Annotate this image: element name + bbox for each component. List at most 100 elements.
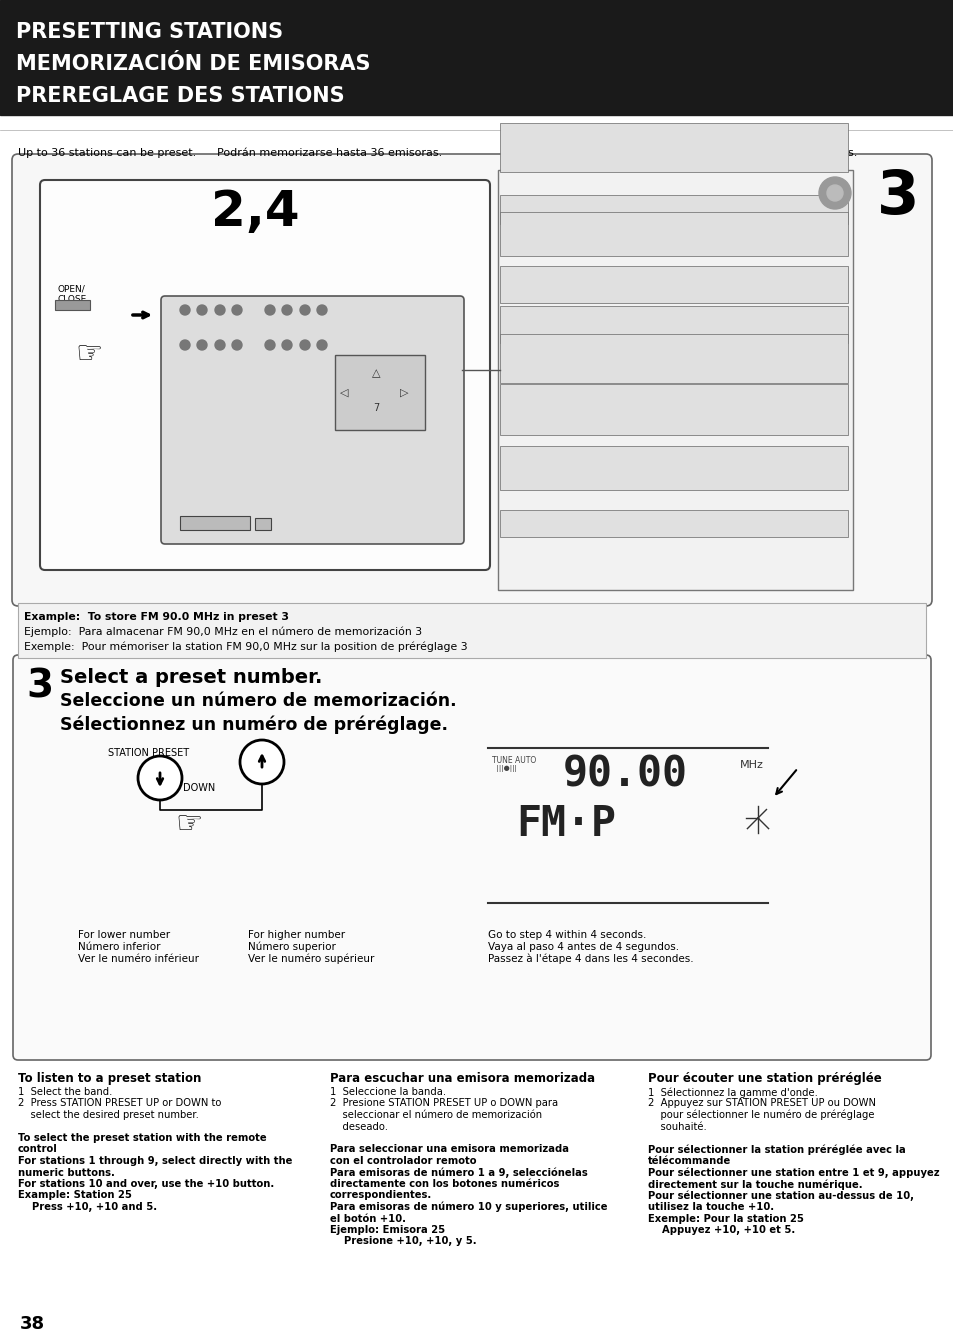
Text: Presione +10, +10, y 5.: Presione +10, +10, y 5. — [330, 1236, 476, 1247]
Text: souhaité.: souhaité. — [647, 1121, 706, 1132]
Text: Exemple: Pour la station 25: Exemple: Pour la station 25 — [647, 1214, 803, 1223]
Bar — [499, 195, 847, 224]
Text: 1  Seleccione la banda.: 1 Seleccione la banda. — [330, 1087, 446, 1097]
Text: con el controlador remoto: con el controlador remoto — [330, 1156, 476, 1165]
Text: Para emisoras de número 10 y superiores, utilice: Para emisoras de número 10 y superiores,… — [330, 1202, 607, 1212]
Circle shape — [316, 340, 327, 350]
Text: 3: 3 — [876, 168, 919, 227]
Text: Para seleccionar una emisora memorizada: Para seleccionar una emisora memorizada — [330, 1144, 568, 1155]
Text: 38: 38 — [20, 1315, 45, 1334]
Circle shape — [818, 178, 850, 210]
Text: Select a preset number.: Select a preset number. — [60, 668, 322, 688]
Text: utilisez la touche +10.: utilisez la touche +10. — [647, 1202, 773, 1212]
Text: Up to 36 stations can be preset.: Up to 36 stations can be preset. — [18, 148, 196, 158]
Text: For higher number: For higher number — [248, 930, 345, 940]
Text: Pour sélectionner une station au-dessus de 10,: Pour sélectionner une station au-dessus … — [647, 1191, 913, 1202]
Circle shape — [826, 186, 842, 202]
FancyBboxPatch shape — [40, 180, 490, 570]
Text: control: control — [18, 1144, 58, 1155]
Text: Para escuchar una emisora memorizada: Para escuchar una emisora memorizada — [330, 1072, 595, 1085]
Text: ☞: ☞ — [75, 340, 102, 368]
Circle shape — [282, 304, 292, 315]
Bar — [499, 306, 847, 343]
Text: 7: 7 — [373, 403, 378, 413]
Bar — [55, 300, 90, 310]
Text: Appuyez +10, +10 et 5.: Appuyez +10, +10 et 5. — [647, 1226, 795, 1235]
Text: FM·P: FM·P — [516, 802, 616, 845]
Bar — [499, 212, 847, 256]
Text: deseado.: deseado. — [330, 1121, 388, 1132]
Text: MHz: MHz — [740, 760, 763, 770]
Text: MEMORIZACIÓN DE EMISORAS: MEMORIZACIÓN DE EMISORAS — [16, 53, 370, 73]
Text: △: △ — [372, 368, 380, 378]
Text: 3: 3 — [26, 668, 53, 706]
Circle shape — [138, 756, 182, 800]
Text: Example:  To store FM 90.0 MHz in preset 3: Example: To store FM 90.0 MHz in preset … — [24, 611, 289, 622]
Text: 90.00: 90.00 — [562, 754, 687, 796]
Text: 2  Presione STATION PRESET UP o DOWN para: 2 Presione STATION PRESET UP o DOWN para — [330, 1099, 558, 1108]
Text: directement sur la touche numérique.: directement sur la touche numérique. — [647, 1179, 862, 1189]
Text: el botón +10.: el botón +10. — [330, 1214, 406, 1223]
Bar — [18, 603, 925, 658]
Text: pour sélectionner le numéro de préréglage: pour sélectionner le numéro de préréglag… — [647, 1109, 874, 1120]
Text: 2  Appuyez sur STATION PRESET UP ou DOWN: 2 Appuyez sur STATION PRESET UP ou DOWN — [647, 1099, 875, 1108]
Text: Pour sélectionner la station préréglée avec la: Pour sélectionner la station préréglée a… — [647, 1144, 904, 1155]
Circle shape — [196, 340, 207, 350]
Text: Vous pouvez prérégler jusqu'à 36 stations.: Vous pouvez prérégler jusqu'à 36 station… — [619, 148, 857, 159]
Text: ☞: ☞ — [174, 810, 202, 838]
Text: ◁: ◁ — [339, 388, 348, 398]
Text: ▷: ▷ — [399, 388, 408, 398]
Circle shape — [180, 340, 190, 350]
Text: Ver le numéro inférieur: Ver le numéro inférieur — [78, 955, 199, 964]
Circle shape — [299, 304, 310, 315]
Text: correspondientes.: correspondientes. — [330, 1191, 432, 1200]
Circle shape — [316, 304, 327, 315]
Circle shape — [299, 340, 310, 350]
Text: Example: Station 25: Example: Station 25 — [18, 1191, 132, 1200]
Bar — [499, 446, 847, 490]
Text: numeric buttons.: numeric buttons. — [18, 1168, 114, 1177]
Text: For stations 10 and over, use the +10 button.: For stations 10 and over, use the +10 bu… — [18, 1179, 274, 1189]
Bar — [499, 123, 847, 172]
Bar — [0, 0, 953, 115]
Bar — [335, 355, 424, 430]
Text: Ejemplo: Emisora 25: Ejemplo: Emisora 25 — [330, 1226, 445, 1235]
Circle shape — [214, 304, 225, 315]
FancyBboxPatch shape — [12, 154, 931, 606]
Bar — [499, 334, 847, 383]
Text: Para emisoras de número 1 a 9, selecciónelas: Para emisoras de número 1 a 9, selección… — [330, 1168, 587, 1177]
Bar — [499, 266, 847, 303]
Text: Ver le numéro supérieur: Ver le numéro supérieur — [248, 955, 374, 964]
Text: For stations 1 through 9, select directly with the: For stations 1 through 9, select directl… — [18, 1156, 292, 1165]
Circle shape — [232, 304, 242, 315]
Text: Go to step 4 within 4 seconds.: Go to step 4 within 4 seconds. — [488, 930, 646, 940]
FancyBboxPatch shape — [13, 655, 930, 1060]
Circle shape — [232, 340, 242, 350]
Text: Pour sélectionner une station entre 1 et 9, appuyez: Pour sélectionner une station entre 1 et… — [647, 1168, 939, 1177]
Text: directamente con los botones numéricos: directamente con los botones numéricos — [330, 1179, 558, 1189]
Bar — [497, 170, 852, 590]
Circle shape — [180, 304, 190, 315]
Text: Vaya al paso 4 antes de 4 segundos.: Vaya al paso 4 antes de 4 segundos. — [488, 943, 679, 952]
Bar — [499, 510, 847, 537]
Text: To listen to a preset station: To listen to a preset station — [18, 1072, 201, 1085]
Text: Podrán memorizarse hasta 36 emisoras.: Podrán memorizarse hasta 36 emisoras. — [217, 148, 442, 158]
Circle shape — [282, 340, 292, 350]
Circle shape — [265, 340, 274, 350]
Text: |||●|||: |||●||| — [492, 765, 517, 772]
Text: DOWN: DOWN — [183, 784, 215, 793]
Text: télécommande: télécommande — [647, 1156, 731, 1165]
Bar — [254, 518, 271, 530]
Text: select the desired preset number.: select the desired preset number. — [18, 1109, 198, 1120]
Text: PREREGLAGE DES STATIONS: PREREGLAGE DES STATIONS — [16, 85, 344, 105]
Bar — [180, 517, 250, 530]
Circle shape — [240, 740, 284, 784]
Text: seleccionar el número de memorización: seleccionar el número de memorización — [330, 1109, 541, 1120]
Text: Ejemplo:  Para almacenar FM 90,0 MHz en el número de memorización 3: Ejemplo: Para almacenar FM 90,0 MHz en e… — [24, 627, 421, 638]
Text: OPEN/
CLOSE: OPEN/ CLOSE — [58, 284, 87, 304]
Text: PRESETTING STATIONS: PRESETTING STATIONS — [16, 21, 283, 41]
Text: Número inferior: Número inferior — [78, 943, 160, 952]
Text: Pour écouter une station préréglée: Pour écouter une station préréglée — [647, 1072, 881, 1085]
Text: Seleccione un número de memorización.: Seleccione un número de memorización. — [60, 692, 456, 710]
Text: Sélectionnez un numéro de préréglage.: Sélectionnez un numéro de préréglage. — [60, 716, 448, 734]
